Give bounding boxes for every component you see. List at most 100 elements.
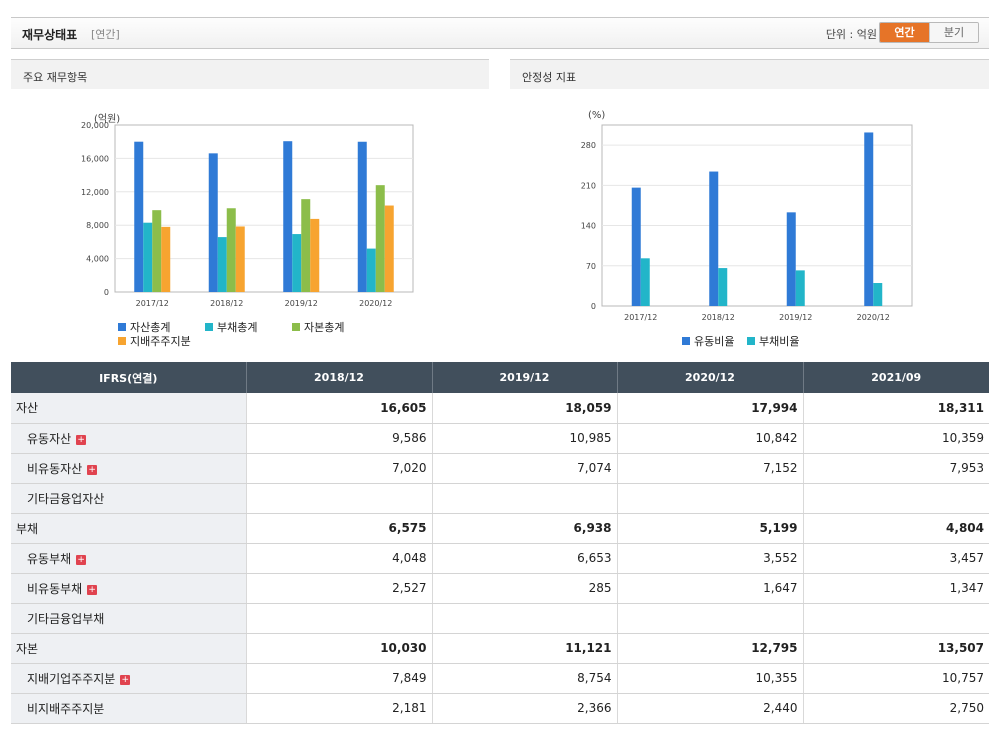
table-cell: 2,440 [616,693,803,724]
expand-icon[interactable]: + [87,464,98,475]
y-tick-label: 0 [591,302,596,311]
chart-area: (%) 0 70 140 210 280 2017/12 2018/12 2019/12 202… [510,89,989,361]
table-header-row: IFRS(연결) 2018/12 2019/12 2020/12 2021/09 [11,362,989,393]
table-cell: 9,586 [245,423,432,454]
table-cell: 10,842 [616,423,803,454]
x-tick-label: 2017/12 [624,313,657,322]
expand-icon[interactable]: + [76,434,87,445]
panel-title: 주요 재무항목 [23,71,88,84]
legend-label: 부채비율 [759,335,800,348]
row-label: 비유동부채 + [11,573,246,604]
table-cell: 285 [431,573,617,604]
table-cell: 1,647 [616,573,803,604]
legend-item: 자산총계 [118,319,170,335]
y-tick-label: 140 [581,222,596,231]
table-cell: 13,507 [802,633,989,664]
table-row: 비지배주주지분 2,181 2,366 2,440 2,750 [11,693,989,724]
table-header-label: IFRS(연결) [11,362,246,393]
bar [795,270,805,306]
table-cell: 4,804 [802,513,989,544]
major-items-chart: 0 4,000 8,000 12,000 16,000 20,000 2017/12 2018… [81,121,414,308]
panel-header: 안정성 지표 [510,59,989,89]
chart-area: (억원) 0 4,000 8,000 12,000 16,000 20,000 2017/1… [11,89,489,361]
legend-item: 부채총계 [205,319,257,335]
table-cell: 7,849 [245,663,432,694]
bar [310,218,320,292]
table-cell: 18,311 [802,393,989,424]
table-row: 자산 16,605 18,059 17,994 18,311 [11,393,989,424]
section-header: 재무상태표 [연간] 단위 : 억원 연간 분기 [11,17,989,49]
table-row: 지배기업주주지분 +7,849 8,754 10,355 10,757 [11,663,989,694]
row-label-text: 기타금융업자산 [27,491,105,506]
row-label: 지배기업주주지분 + [11,663,246,694]
row-label: 유동자산 + [11,423,246,454]
y-unit-label: (억원) [94,114,121,125]
stability-chart: 0 70 140 210 280 2017/12 2018/12 2019/12 2020/12 [581,124,913,322]
table-cell: 4,048 [245,543,432,574]
expand-icon[interactable]: + [87,584,98,595]
legend-item: 유동비율 [682,333,734,349]
major-items-panel: 주요 재무항목 (억원) 0 4,000 8,000 12,000 16,000 20,0… [11,59,489,361]
table-cell [245,483,432,514]
expand-icon[interactable]: + [76,554,87,565]
table-cell: 6,653 [431,543,617,574]
x-tick-label: 2018/12 [210,299,243,308]
bar [217,237,227,292]
table-cell [802,483,989,514]
y-tick-label: 210 [581,181,596,190]
row-label-text: 유동자산 [27,431,72,446]
table-cell: 6,938 [431,513,617,544]
table-header-period: 2020/12 [616,362,803,393]
annual-button[interactable]: 연간 [880,23,929,42]
bar [208,153,218,292]
table-cell [431,483,617,514]
legend-label: 자본총계 [304,321,345,334]
x-tick-label: 2020/12 [359,299,392,308]
table-cell [616,483,803,514]
x-tick-label: 2019/12 [779,313,812,322]
row-label: 비유동자산 + [11,453,246,484]
bar [384,205,394,292]
panel-header: 주요 재무항목 [11,59,489,89]
table-cell: 2,181 [245,693,432,724]
expand-icon[interactable]: + [120,674,131,685]
unit-label: 단위 : 억원 [825,28,877,41]
y-tick-label: 8,000 [86,221,109,230]
bar [283,141,293,292]
row-label-text: 비유동부채 [27,581,83,596]
table-header-period: 2021/09 [802,362,989,393]
bar [134,141,144,292]
row-label: 기타금융업자산 [11,483,246,514]
legend-item: 자본총계 [292,319,344,335]
legend-label: 부채총계 [217,321,258,334]
stability-panel: 안정성 지표 (%) 0 70 140 210 280 2017/12 2018/12 201… [510,59,989,361]
table-cell: 2,366 [431,693,617,724]
bar [235,226,245,292]
y-tick-label: 16,000 [81,154,109,163]
table-cell: 3,457 [802,543,989,574]
legend-swatch [747,337,755,345]
row-label-text: 부채 [16,521,39,536]
legend-swatch [118,337,126,345]
bar [152,210,162,292]
table-cell: 16,605 [245,393,432,424]
x-tick-label: 2017/12 [136,299,169,308]
row-label-text: 기타금융업부채 [27,611,105,626]
bar [375,185,385,292]
table-cell: 3,552 [616,543,803,574]
legend-item: 지배주주지분 [118,333,191,349]
legend-swatch [118,323,126,331]
legend-swatch [205,323,213,331]
row-label: 부채 [11,513,246,544]
x-tick-label: 2018/12 [702,313,735,322]
row-label: 기타금융업부채 [11,603,246,634]
bar [366,248,376,292]
quarter-button[interactable]: 분기 [929,23,978,42]
table-cell: 11,121 [431,633,617,664]
y-tick-label: 20,000 [81,121,109,130]
table-cell: 1,347 [802,573,989,604]
bar [631,187,641,306]
y-tick-label: 70 [586,262,596,271]
table-cell: 8,754 [431,663,617,694]
bar [357,141,367,292]
